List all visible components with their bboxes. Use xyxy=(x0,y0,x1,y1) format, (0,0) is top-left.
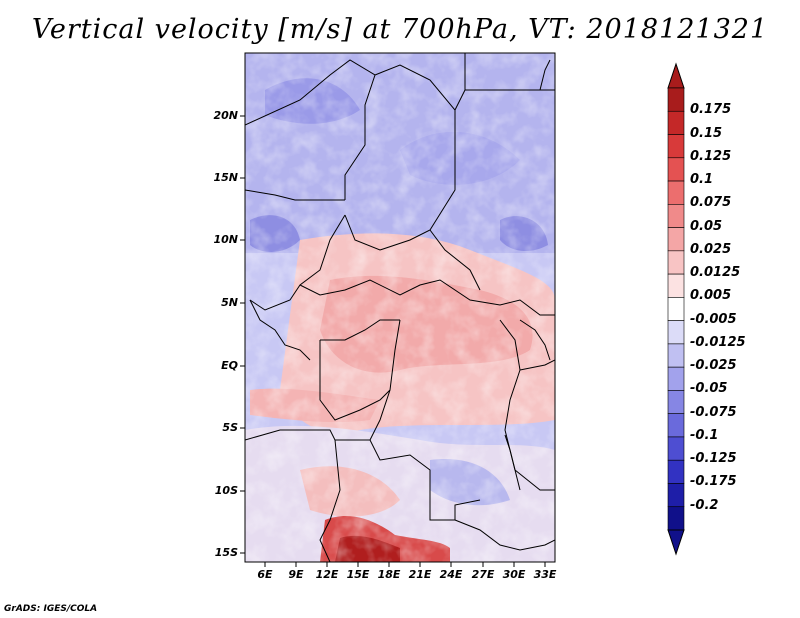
lat-label-20n: 20N xyxy=(213,109,238,122)
colorbar-label: 0.0125 xyxy=(690,265,741,281)
colorbar-label: -0.125 xyxy=(690,451,737,467)
colorbar-box xyxy=(667,204,685,228)
colorbar-box xyxy=(667,180,685,205)
colorbar-label: 0.075 xyxy=(690,195,732,211)
lon-label-30e: 30E xyxy=(502,568,526,581)
colorbar-label: -0.2 xyxy=(690,497,719,513)
longitude-ticks xyxy=(264,562,546,567)
colorbar-box xyxy=(667,390,685,414)
colorbar-box xyxy=(667,273,685,298)
latitude-ticks xyxy=(240,115,245,554)
colorbar-box xyxy=(667,134,685,159)
colorbar-label: 0.15 xyxy=(690,125,723,141)
map-frame xyxy=(244,52,556,563)
colorbar-box xyxy=(667,320,685,345)
colorbar-box xyxy=(667,506,685,531)
lon-label-12e: 12E xyxy=(315,568,339,581)
lat-label-15s: 15S xyxy=(214,546,238,559)
lon-label-21e: 21E xyxy=(408,568,432,581)
colorbar-label: -0.0125 xyxy=(690,334,746,350)
colorbar-box xyxy=(667,110,685,135)
country-boundaries xyxy=(245,53,555,562)
vertical-velocity-field xyxy=(245,53,555,562)
colorbar-label: -0.005 xyxy=(690,311,737,327)
colorbar-top-arrow xyxy=(667,62,685,89)
colorbar-box xyxy=(667,227,685,252)
map-title: Vertical velocity [m/s] at 700hPa, VT: 2… xyxy=(31,14,769,45)
colorbar-label: 0.125 xyxy=(690,148,732,164)
lat-label-eq: EQ xyxy=(221,359,238,372)
lon-label-33e: 33E xyxy=(533,568,557,581)
colorbar-box xyxy=(667,436,685,461)
colorbar-label: -0.025 xyxy=(690,358,737,374)
lon-label-15e: 15E xyxy=(346,568,370,581)
colorbar-box xyxy=(667,343,685,368)
lat-label-5s: 5S xyxy=(222,421,238,434)
grads-credit: GrADS: IGES/COLA xyxy=(4,604,98,614)
lon-label-9e: 9E xyxy=(288,568,304,581)
colorbar-box xyxy=(667,250,685,275)
colorbar-boxes xyxy=(667,87,685,531)
colorbar-box xyxy=(667,483,685,508)
colorbar-label: 0.025 xyxy=(690,241,732,257)
lat-label-5n: 5N xyxy=(221,296,238,309)
lon-label-6e: 6E xyxy=(257,568,273,581)
colorbar-box xyxy=(667,297,685,321)
colorbar-bottom-arrow xyxy=(667,529,685,556)
lat-label-10n: 10N xyxy=(213,233,238,246)
colorbar-label: -0.1 xyxy=(690,427,719,443)
lat-label-15n: 15N xyxy=(213,171,238,184)
colorbar-label: 0.175 xyxy=(690,102,732,118)
colorbar-label: -0.175 xyxy=(690,474,737,490)
colorbar-box xyxy=(667,366,685,391)
colorbar xyxy=(667,62,685,556)
colorbar-label: 0.005 xyxy=(690,288,732,304)
lon-label-18e: 18E xyxy=(377,568,401,581)
colorbar-box xyxy=(667,87,685,112)
lon-label-27e: 27E xyxy=(471,568,495,581)
lon-label-24e: 24E xyxy=(439,568,463,581)
colorbar-box xyxy=(667,157,685,182)
colorbar-box xyxy=(667,459,685,484)
lat-label-10s: 10S xyxy=(214,484,238,497)
colorbar-label: -0.075 xyxy=(690,404,737,420)
colorbar-box xyxy=(667,413,685,438)
colorbar-label: 0.1 xyxy=(690,172,714,188)
colorbar-label: 0.05 xyxy=(690,218,723,234)
colorbar-label: -0.05 xyxy=(690,381,728,397)
